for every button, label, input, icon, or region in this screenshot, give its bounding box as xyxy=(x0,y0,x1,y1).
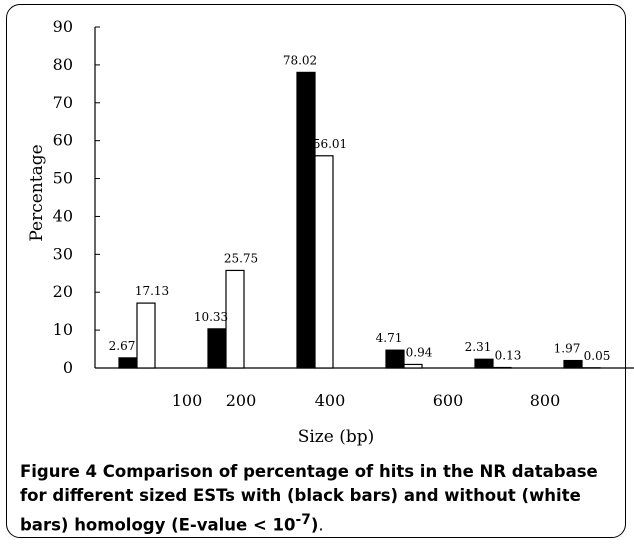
chart-bars xyxy=(118,71,601,369)
bar-with-homology xyxy=(563,359,583,369)
bar-with-homology xyxy=(207,328,227,369)
y-tick-label: 0 xyxy=(63,358,73,377)
y-tick-label: 90 xyxy=(53,17,73,36)
data-label: 2.67 xyxy=(109,339,136,353)
y-tick-label: 20 xyxy=(53,282,73,301)
x-tick-label: 600 xyxy=(433,391,464,410)
y-tick-label: 10 xyxy=(53,320,73,339)
data-label: 10.33 xyxy=(194,310,228,324)
bar-with-homology xyxy=(474,358,494,369)
caption-period: . xyxy=(318,515,324,535)
data-label: 4.71 xyxy=(376,331,403,345)
bar-with-homology xyxy=(296,71,316,369)
y-tick-label: 50 xyxy=(53,169,73,188)
y-tick-label: 40 xyxy=(53,206,73,225)
y-tick-label: 70 xyxy=(53,93,73,112)
chart-axes: 0 10 20 30 40 50 60 70 80 90 100 200 400 600 800 xyxy=(53,17,634,410)
data-label: 0.94 xyxy=(406,345,433,359)
x-tick-label: 200 xyxy=(226,391,257,410)
data-label: 0.13 xyxy=(495,349,522,363)
data-label: 1.97 xyxy=(554,342,581,356)
x-tick-label: 100 xyxy=(172,391,203,410)
y-axis-title: Percentage xyxy=(27,144,47,241)
data-label: 17.13 xyxy=(135,284,169,298)
x-tick-label: 800 xyxy=(530,391,561,410)
data-label: 78.02 xyxy=(283,53,317,67)
caption-superscript: -7 xyxy=(295,512,311,528)
data-label: 56.01 xyxy=(313,137,347,151)
x-tick-label: 400 xyxy=(315,391,346,410)
bar-without-homology xyxy=(225,269,245,369)
bar-with-homology xyxy=(385,349,405,369)
bar-without-homology xyxy=(136,302,156,369)
data-label: 0.05 xyxy=(584,349,611,363)
bar-without-homology xyxy=(314,155,334,369)
bar-with-homology xyxy=(118,357,138,369)
y-tick-label: 80 xyxy=(53,55,73,74)
data-label: 2.31 xyxy=(465,340,492,354)
figure-caption: Figure 4 Comparison of percentage of hit… xyxy=(20,460,618,538)
y-tick-label: 30 xyxy=(53,244,73,263)
x-axis-title: Size (bp) xyxy=(298,427,375,447)
y-tick-label: 60 xyxy=(53,131,73,150)
caption-text: Comparison of percentage of hits in the … xyxy=(20,462,598,535)
bar-without-homology xyxy=(403,363,423,369)
caption-label: Figure 4 xyxy=(20,462,98,481)
chart-labels: 2.67 10.33 78.02 4.71 2.31 1.97 17.13 25.75 56.0… xyxy=(109,53,611,362)
caption-close-paren: ) xyxy=(310,515,319,535)
bar-chart: 0 10 20 30 40 50 60 70 80 90 100 200 400 600 800 2.67 1… xyxy=(27,17,634,447)
data-label: 25.75 xyxy=(224,251,258,265)
